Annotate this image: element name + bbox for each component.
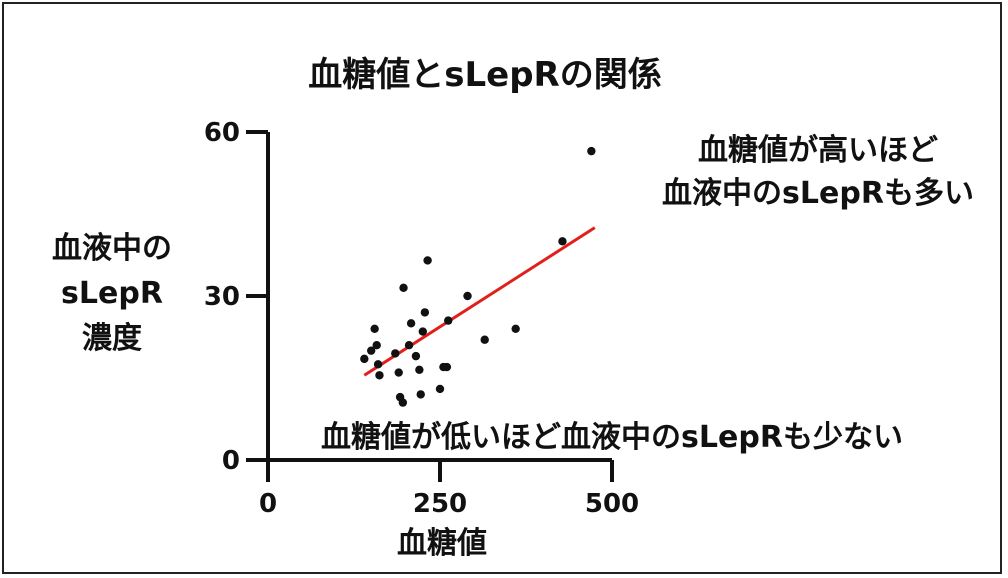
x-axis-label: 血糖値 [397,526,487,561]
chart-title: 血糖値とsLepRの関係 [308,55,661,95]
data-point [391,349,400,358]
data-point [399,283,408,292]
data-point [375,371,384,380]
data-point [360,354,369,364]
data-point [423,256,432,265]
data-point [404,341,414,350]
y-tick-label: 0 [222,446,240,476]
y-tick-label: 30 [204,282,240,312]
y-axis-label-line-1: 血液中の [52,231,172,266]
annotation-high-line-2: 血液中のsLepRも多い [662,176,974,211]
data-points [360,146,596,407]
data-point [370,324,379,333]
x-tick-label: 0 [259,489,277,519]
data-point [418,327,427,336]
axes [246,130,614,482]
data-point [411,351,421,361]
annotation-high-line-1: 血糖値が高いほど [698,133,938,168]
data-point [480,335,489,344]
data-point [372,341,381,350]
y-axis-label-line-2: sLepR [61,276,163,311]
data-point [435,384,445,394]
data-point [420,308,430,317]
x-tick-label: 250 [413,489,467,519]
tick-labels: 0 30 60 0 250 500 [204,118,639,519]
trendline [363,226,596,377]
data-point [442,362,452,372]
data-point [587,146,596,156]
data-point [415,365,424,374]
data-point [416,390,425,399]
x-tick-label: 500 [585,489,639,519]
data-point [367,346,376,355]
data-point [394,368,403,377]
data-point [398,398,408,407]
data-point [406,319,416,328]
data-point [511,324,520,333]
y-tick-label: 60 [204,118,240,148]
data-point [373,360,383,369]
trendline-group [363,226,596,377]
annotation-low: 血糖値が低いほど血液中のsLepRも少ない [321,420,903,455]
data-point [463,291,472,301]
data-point [558,237,567,246]
y-axis-label-line-3: 濃度 [82,321,142,356]
data-point [444,316,453,325]
